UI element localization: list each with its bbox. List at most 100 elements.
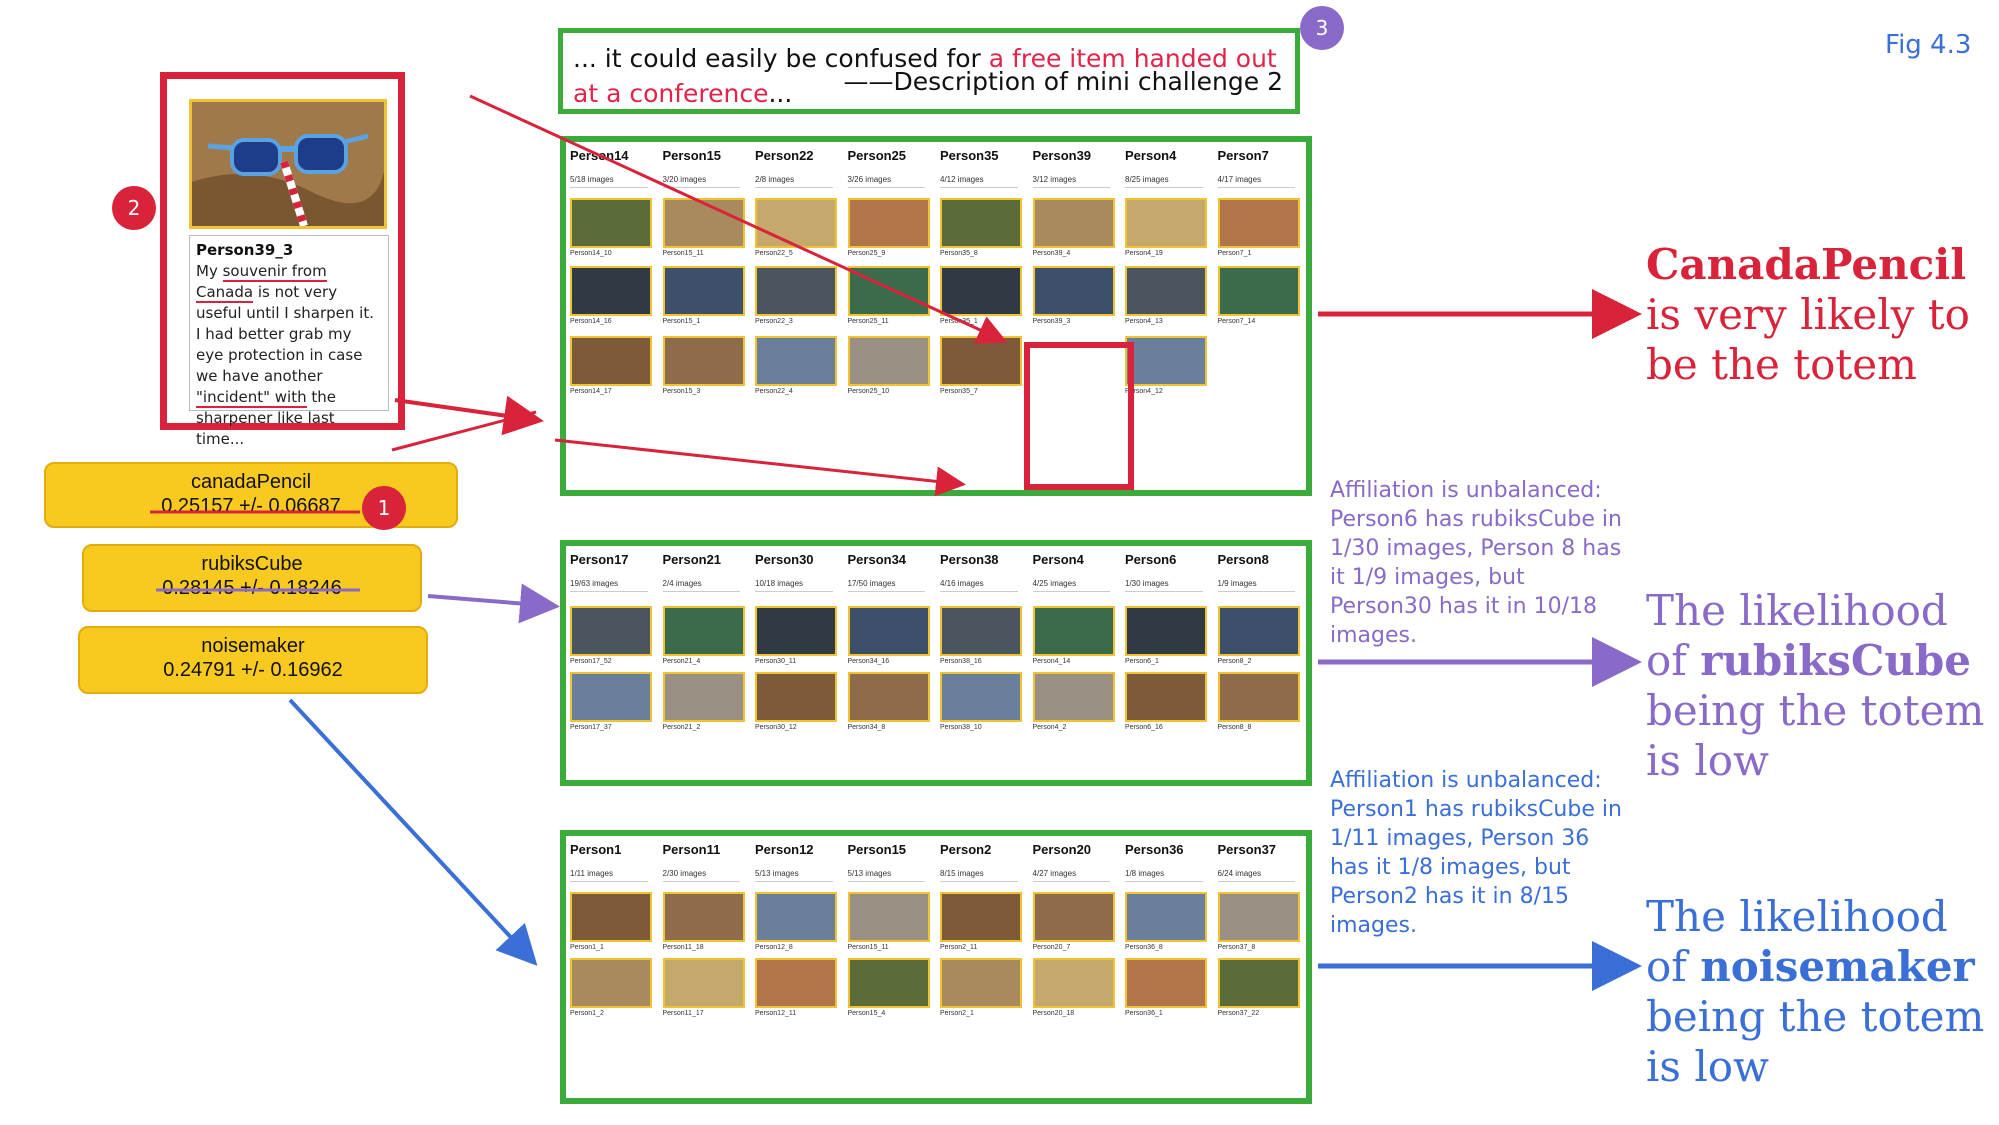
marker-1: 1 (362, 486, 406, 530)
photo-thumbnail[interactable] (755, 336, 837, 386)
photo-thumbnail[interactable] (940, 672, 1022, 722)
person-name: Person7 (1217, 148, 1269, 163)
photo-thumbnail[interactable] (847, 336, 930, 386)
person-image-count: 4/27 images (1032, 869, 1111, 882)
photo-thumbnail[interactable] (1032, 958, 1115, 1008)
note-rubiks: Affiliation is unbalanced: Person6 has r… (1330, 478, 1622, 648)
photo-thumbnail[interactable] (1125, 336, 1207, 386)
thumbnail-label: Person39_3 (1032, 318, 1071, 325)
photo-thumbnail[interactable] (570, 672, 652, 722)
thumbnail-label: Person2_11 (940, 944, 978, 951)
photo-thumbnail[interactable] (1125, 198, 1207, 248)
quote-attribution: ——Description of mini challenge 2 (843, 67, 1283, 96)
photo-thumbnail[interactable] (662, 958, 745, 1008)
thumbnail-label: Person14_10 (570, 250, 612, 257)
arrow-rubiks-to-panel (427, 583, 560, 624)
photo-thumbnail[interactable] (1217, 606, 1300, 656)
person-name: Person4 (1032, 552, 1084, 567)
photo-thumbnail[interactable] (570, 892, 652, 942)
photo-thumbnail[interactable] (940, 958, 1022, 1008)
person-column: Person37 6/24 images Person37_8 Person37_22 (1214, 836, 1307, 1017)
person-name: Person22 (755, 148, 814, 163)
photo-thumbnail[interactable] (847, 606, 930, 656)
photo-thumbnail[interactable] (570, 266, 652, 316)
person-image-count: 19/63 images (570, 579, 648, 592)
thumbnail-label: Person25_11 (847, 318, 889, 325)
person-column: Person15 3/20 images Person15_11 Person15_1… (659, 142, 752, 395)
person-column: Person30 10/18 images Person30_11 Person30_… (751, 546, 844, 731)
photo-thumbnail[interactable] (755, 606, 837, 656)
photo-thumbnail[interactable] (1217, 892, 1300, 942)
photo-thumbnail[interactable] (1125, 672, 1207, 722)
thumbnail-label: Person6_1 (1125, 658, 1159, 665)
thumbnail-label: Person17_37 (570, 724, 612, 731)
photo-thumbnail[interactable] (662, 672, 745, 722)
person-image-count: 4/12 images (940, 175, 1018, 188)
photo-thumbnail[interactable] (570, 198, 652, 248)
person-image-count: 2/8 images (755, 175, 833, 188)
photo-thumbnail[interactable] (847, 266, 930, 316)
photo-thumbnail[interactable] (1125, 266, 1207, 316)
thumbnail-label: Person14_16 (570, 318, 612, 325)
thumbnail-label: Person1_1 (570, 944, 604, 951)
photo-thumbnail[interactable] (1032, 892, 1115, 942)
photo-thumbnail[interactable] (662, 266, 745, 316)
photo-thumbnail[interactable] (1032, 606, 1115, 656)
photo-thumbnail[interactable] (662, 606, 745, 656)
panel-persons: Person14 5/18 images Person14_10 Person14_1… (566, 142, 1306, 395)
person-column: Person1 1/11 images Person1_1 Person1_2 (566, 836, 659, 1017)
person-column: Person2 8/15 images Person2_11 Person2_1 (936, 836, 1029, 1017)
photo-thumbnail[interactable] (847, 672, 930, 722)
caption-part: is not very useful until I sharpen it. I… (196, 283, 374, 385)
photo-thumbnail[interactable] (1032, 266, 1115, 316)
photo-thumbnail[interactable] (1217, 266, 1300, 316)
photo-thumbnail[interactable] (847, 892, 930, 942)
thumbnail-label: Person1_2 (570, 1010, 604, 1017)
photo-thumbnail[interactable] (940, 892, 1022, 942)
person-name: Person6 (1125, 552, 1177, 567)
photo-thumbnail[interactable] (662, 336, 745, 386)
thumbnail-label: Person34_16 (847, 658, 890, 665)
photo-thumbnail[interactable] (570, 606, 652, 656)
person-column: Person21 2/4 images Person21_4 Person21_2 (659, 546, 752, 731)
person-name: Person4 (1125, 148, 1177, 163)
photo-thumbnail[interactable] (940, 266, 1022, 316)
person-name: Person11 (662, 842, 721, 857)
photo-thumbnail[interactable] (662, 892, 745, 942)
conclusion-pre: The likelihood of (1646, 892, 1948, 991)
photo-thumbnail[interactable] (1125, 958, 1207, 1008)
photo-thumbnail[interactable] (755, 892, 837, 942)
thumbnail-label: Person35_7 (940, 388, 978, 395)
thumbnail-label: Person15_4 (847, 1010, 886, 1017)
conclusion-rest: being the totem is low (1646, 992, 1985, 1091)
photo-thumbnail[interactable] (847, 958, 930, 1008)
thumbnail-label: Person15_11 (662, 250, 704, 257)
photo-thumbnail[interactable] (940, 606, 1022, 656)
photo-thumbnail[interactable] (755, 266, 837, 316)
photo-thumbnail[interactable] (1217, 672, 1300, 722)
person-image-count: 4/17 images (1217, 175, 1296, 188)
photo-thumbnail[interactable] (1217, 198, 1300, 248)
panel-persons: Person1 1/11 images Person1_1 Person1_2 Pers… (566, 836, 1307, 1017)
person-column: Person4 4/25 images Person4_14 Person4_2 (1029, 546, 1122, 731)
photo-thumbnail[interactable] (847, 198, 930, 248)
photo-thumbnail[interactable] (940, 336, 1022, 386)
photo-thumbnail[interactable] (755, 672, 837, 722)
photo-thumbnail[interactable] (1032, 198, 1115, 248)
thumbnail-label: Person2_1 (940, 1010, 974, 1017)
photo-thumbnail[interactable] (570, 958, 652, 1008)
photo-thumbnail[interactable] (570, 336, 652, 386)
photo-thumbnail[interactable] (662, 198, 745, 248)
person-column: Person34 17/50 images Person34_16 Person34_… (844, 546, 937, 731)
photo-thumbnail[interactable] (755, 958, 837, 1008)
person-column: Person14 5/18 images Person14_10 Person14_1… (566, 142, 659, 395)
photo-thumbnail[interactable] (1125, 606, 1207, 656)
photo-thumbnail[interactable] (1125, 892, 1207, 942)
photo-thumbnail[interactable] (940, 198, 1022, 248)
quote-box: ... it could easily be confused for a fr… (558, 28, 1300, 114)
thumbnail-label: Person15_3 (662, 388, 701, 395)
sunglasses-pencil-illustration (192, 102, 384, 226)
photo-thumbnail[interactable] (1032, 672, 1115, 722)
photo-thumbnail[interactable] (1217, 958, 1300, 1008)
photo-thumbnail[interactable] (755, 198, 837, 248)
